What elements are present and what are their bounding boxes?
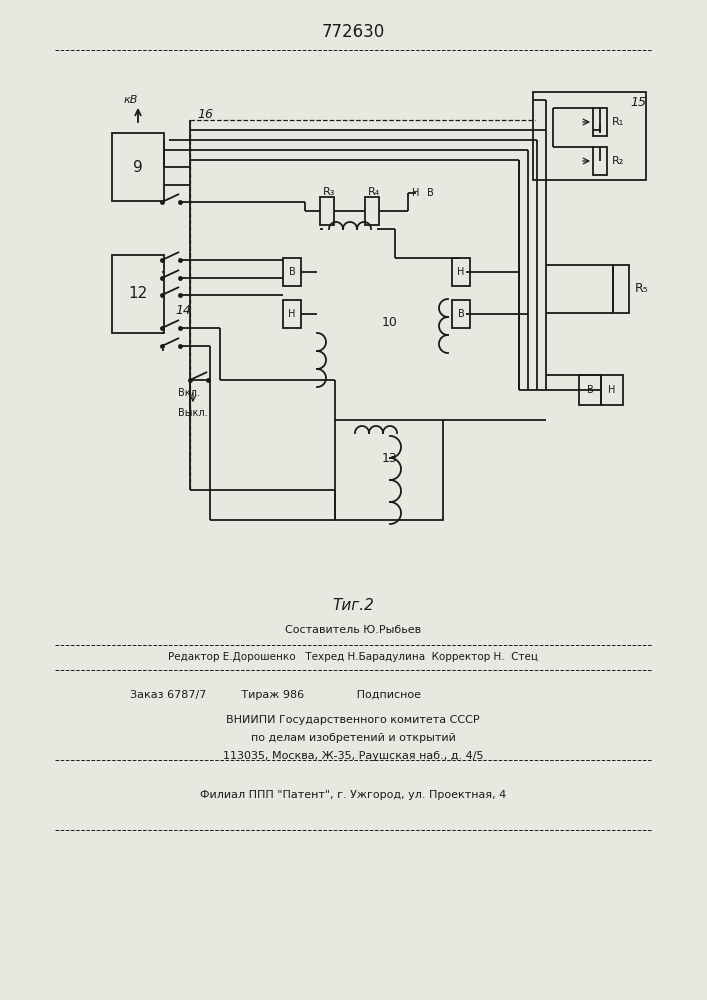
Text: H: H bbox=[288, 309, 296, 319]
Bar bbox=[335, 420, 443, 520]
Bar bbox=[283, 300, 301, 328]
Text: 15: 15 bbox=[630, 96, 646, 108]
Text: по делам изобретений и открытий: по делам изобретений и открытий bbox=[250, 733, 455, 743]
Text: 9: 9 bbox=[133, 159, 143, 174]
Text: Заказ 6787/7          Тираж 986               Подписное: Заказ 6787/7 Тираж 986 Подписное bbox=[130, 690, 421, 700]
Text: 13: 13 bbox=[382, 452, 398, 464]
Bar bbox=[533, 92, 646, 180]
Text: R₄: R₄ bbox=[368, 187, 380, 197]
Text: R₅: R₅ bbox=[635, 282, 649, 296]
Text: Выкл.: Выкл. bbox=[178, 408, 208, 418]
Bar bbox=[452, 300, 470, 328]
Bar bbox=[579, 375, 601, 405]
Text: ВНИИПИ Государственного комитета СССР: ВНИИПИ Государственного комитета СССР bbox=[226, 715, 480, 725]
Text: H: H bbox=[608, 385, 616, 395]
Text: 10: 10 bbox=[382, 316, 398, 330]
Bar bbox=[452, 258, 470, 286]
Bar bbox=[320, 197, 334, 225]
Text: 16: 16 bbox=[197, 108, 213, 121]
Bar bbox=[593, 108, 607, 136]
Bar bbox=[365, 197, 379, 225]
Bar bbox=[593, 147, 607, 175]
Text: Τиг.2: Τиг.2 bbox=[332, 597, 374, 612]
Text: 14: 14 bbox=[175, 304, 191, 316]
Text: B: B bbox=[426, 188, 433, 198]
Bar bbox=[613, 265, 629, 313]
Text: 12: 12 bbox=[129, 286, 148, 302]
Text: B: B bbox=[457, 309, 464, 319]
Text: R₁: R₁ bbox=[612, 117, 624, 127]
Bar bbox=[283, 258, 301, 286]
Text: Составитель Ю.Рыбьев: Составитель Ю.Рыбьев bbox=[285, 625, 421, 635]
Bar bbox=[112, 255, 164, 333]
Bar bbox=[112, 133, 164, 201]
Text: H: H bbox=[457, 267, 464, 277]
Text: R₂: R₂ bbox=[612, 156, 624, 166]
Text: H: H bbox=[412, 188, 420, 198]
Text: кВ: кВ bbox=[124, 95, 139, 105]
Text: 772630: 772630 bbox=[322, 23, 385, 41]
Text: R₃: R₃ bbox=[323, 187, 335, 197]
Text: Редактор Е.Дорошенко   Техред Н.Барадулина  Корректор Н.  Стец: Редактор Е.Дорошенко Техред Н.Барадулина… bbox=[168, 652, 538, 662]
Bar bbox=[601, 375, 623, 405]
Text: Вкл.: Вкл. bbox=[178, 388, 200, 398]
Text: Филиал ППП "Патент", г. Ужгород, ул. Проектная, 4: Филиал ППП "Патент", г. Ужгород, ул. Про… bbox=[200, 790, 506, 800]
Text: B: B bbox=[288, 267, 296, 277]
Text: B: B bbox=[587, 385, 593, 395]
Text: 113035, Москва, Ж-35, Раушская наб., д. 4/5: 113035, Москва, Ж-35, Раушская наб., д. … bbox=[223, 751, 484, 761]
